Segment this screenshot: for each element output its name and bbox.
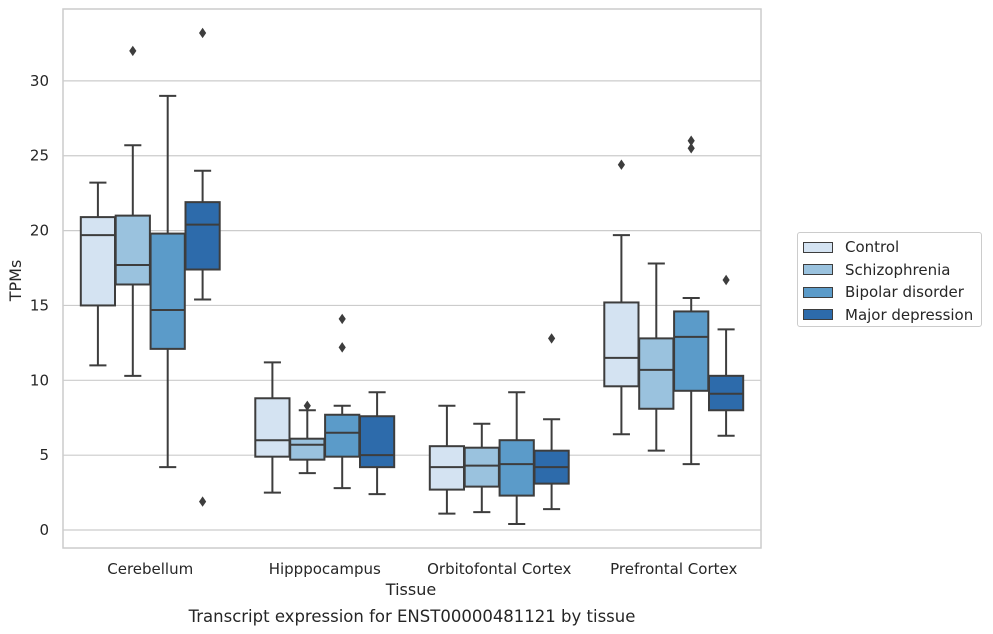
- x-tick-label: Prefrontal Cortex: [610, 560, 737, 578]
- y-tick-label: 30: [30, 72, 49, 90]
- legend-swatch: [803, 309, 833, 321]
- box-schizophrenia: [114, 214, 151, 286]
- outlier-point: [687, 135, 695, 146]
- outlier-point: [199, 496, 207, 507]
- box-bipolar-disorder: [498, 439, 535, 497]
- x-axis-label: Tissue: [385, 580, 436, 599]
- chart-legend: Control Schizophrenia Bipolar disorder Majo…: [797, 232, 982, 327]
- legend-swatch: [803, 286, 833, 298]
- box-bipolar-disorder: [149, 232, 186, 350]
- legend-label: Bipolar disorder: [845, 283, 964, 302]
- box-control: [254, 397, 291, 458]
- outlier-point: [303, 400, 311, 411]
- outlier-point: [617, 159, 625, 170]
- y-tick-label: 10: [30, 371, 49, 389]
- legend-item: Bipolar disorder: [803, 281, 981, 304]
- legend-label: Major depression: [845, 305, 974, 324]
- box-major-depression: [184, 201, 221, 271]
- chart-title: Transcript expression for ENST0000048112…: [188, 607, 636, 626]
- outlier-point: [548, 333, 556, 344]
- legend-item: Schizophrenia: [803, 259, 981, 282]
- outlier-point: [129, 45, 137, 57]
- box-major-depression: [358, 415, 396, 469]
- y-tick-label: 0: [39, 521, 49, 539]
- outlier-point: [199, 27, 207, 39]
- x-tick-label: Cerebellum: [107, 560, 193, 578]
- y-tick-label: 5: [39, 446, 49, 464]
- legend-swatch: [803, 264, 833, 276]
- box-schizophrenia: [463, 446, 500, 488]
- box-bipolar-disorder: [324, 413, 361, 458]
- outlier-point: [338, 342, 346, 353]
- y-axis-label: TPMs: [6, 260, 25, 303]
- legend-item: Control: [803, 236, 981, 259]
- y-tick-label: 20: [30, 222, 49, 240]
- outlier-point: [338, 313, 346, 325]
- legend-label: Schizophrenia: [845, 260, 951, 279]
- box-control: [603, 301, 640, 388]
- plot-frame: [62, 8, 762, 549]
- y-tick-label: 15: [30, 296, 49, 314]
- outlier-point: [722, 274, 730, 286]
- legend-label: Control: [845, 238, 900, 257]
- y-tick-label: 25: [30, 147, 49, 165]
- box-schizophrenia: [289, 437, 326, 461]
- legend-swatch: [803, 241, 833, 253]
- box-schizophrenia: [638, 337, 675, 410]
- box-bipolar-disorder: [673, 310, 710, 392]
- legend-item: Major depression: [803, 304, 981, 327]
- x-tick-label: Orbitofontal Cortex: [427, 560, 571, 578]
- box-control: [79, 216, 117, 307]
- outlier-point: [687, 143, 695, 154]
- x-tick-label: Hipppocampus: [269, 560, 381, 578]
